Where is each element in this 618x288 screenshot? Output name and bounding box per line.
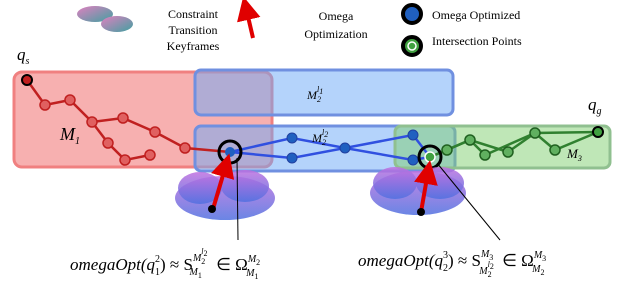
legend-keyframes: Constraint Transition Keyframes [167, 7, 220, 53]
text-part: Omega Optimized [432, 8, 520, 22]
text-part: 2 [490, 262, 494, 271]
text-part: Transition [169, 23, 218, 37]
text-part: omegaOpt(q [358, 251, 443, 270]
text-part: 2 [322, 138, 326, 147]
text-part: ) ≈ S [160, 255, 193, 274]
text-part: 2 [488, 270, 492, 279]
text-part: M [59, 124, 76, 144]
text-part: 1 [255, 272, 259, 281]
text-part: ) ≈ S [448, 251, 481, 270]
text-part: 3 [489, 253, 493, 262]
label-m2l1: M2l1 [306, 85, 323, 104]
diagram: Constraint Transition Keyframes Omega Optim… [0, 0, 618, 288]
text-part: Omega [319, 9, 354, 23]
text-part: Intersection Points [432, 34, 522, 48]
text-part: ∈ Ω [498, 251, 534, 270]
text-part: 1 [75, 136, 80, 147]
legend-optimization: Omega Optimization [304, 9, 367, 41]
text-part: Constraint [168, 7, 219, 21]
text-part: omegaOpt(q [70, 255, 155, 274]
text-part: 2 [204, 249, 208, 258]
label-start: qs [17, 45, 30, 67]
text-part: s [26, 56, 30, 67]
text-part: 2 [201, 257, 205, 266]
text-part: 2 [317, 95, 321, 104]
text-part: 2 [256, 258, 260, 267]
legend-points: Omega Optimized Intersection Points [432, 8, 522, 48]
text-part: 2 [541, 268, 545, 277]
legend: Constraint Transition Keyframes Omega Optim… [77, 5, 522, 55]
text-part: 3 [542, 254, 546, 263]
text-part: 3 [577, 154, 582, 163]
label-m2l2: M2l2 [311, 128, 328, 147]
text-part: Keyframes [167, 39, 220, 53]
text-part: 1 [198, 271, 202, 280]
text-part: Optimization [304, 27, 367, 41]
label-goal: qg [588, 95, 602, 117]
text-part: ∈ Ω [212, 255, 248, 274]
text-part: 2 [324, 130, 328, 139]
text-part: g [597, 106, 602, 117]
text-part: 1 [319, 87, 323, 96]
